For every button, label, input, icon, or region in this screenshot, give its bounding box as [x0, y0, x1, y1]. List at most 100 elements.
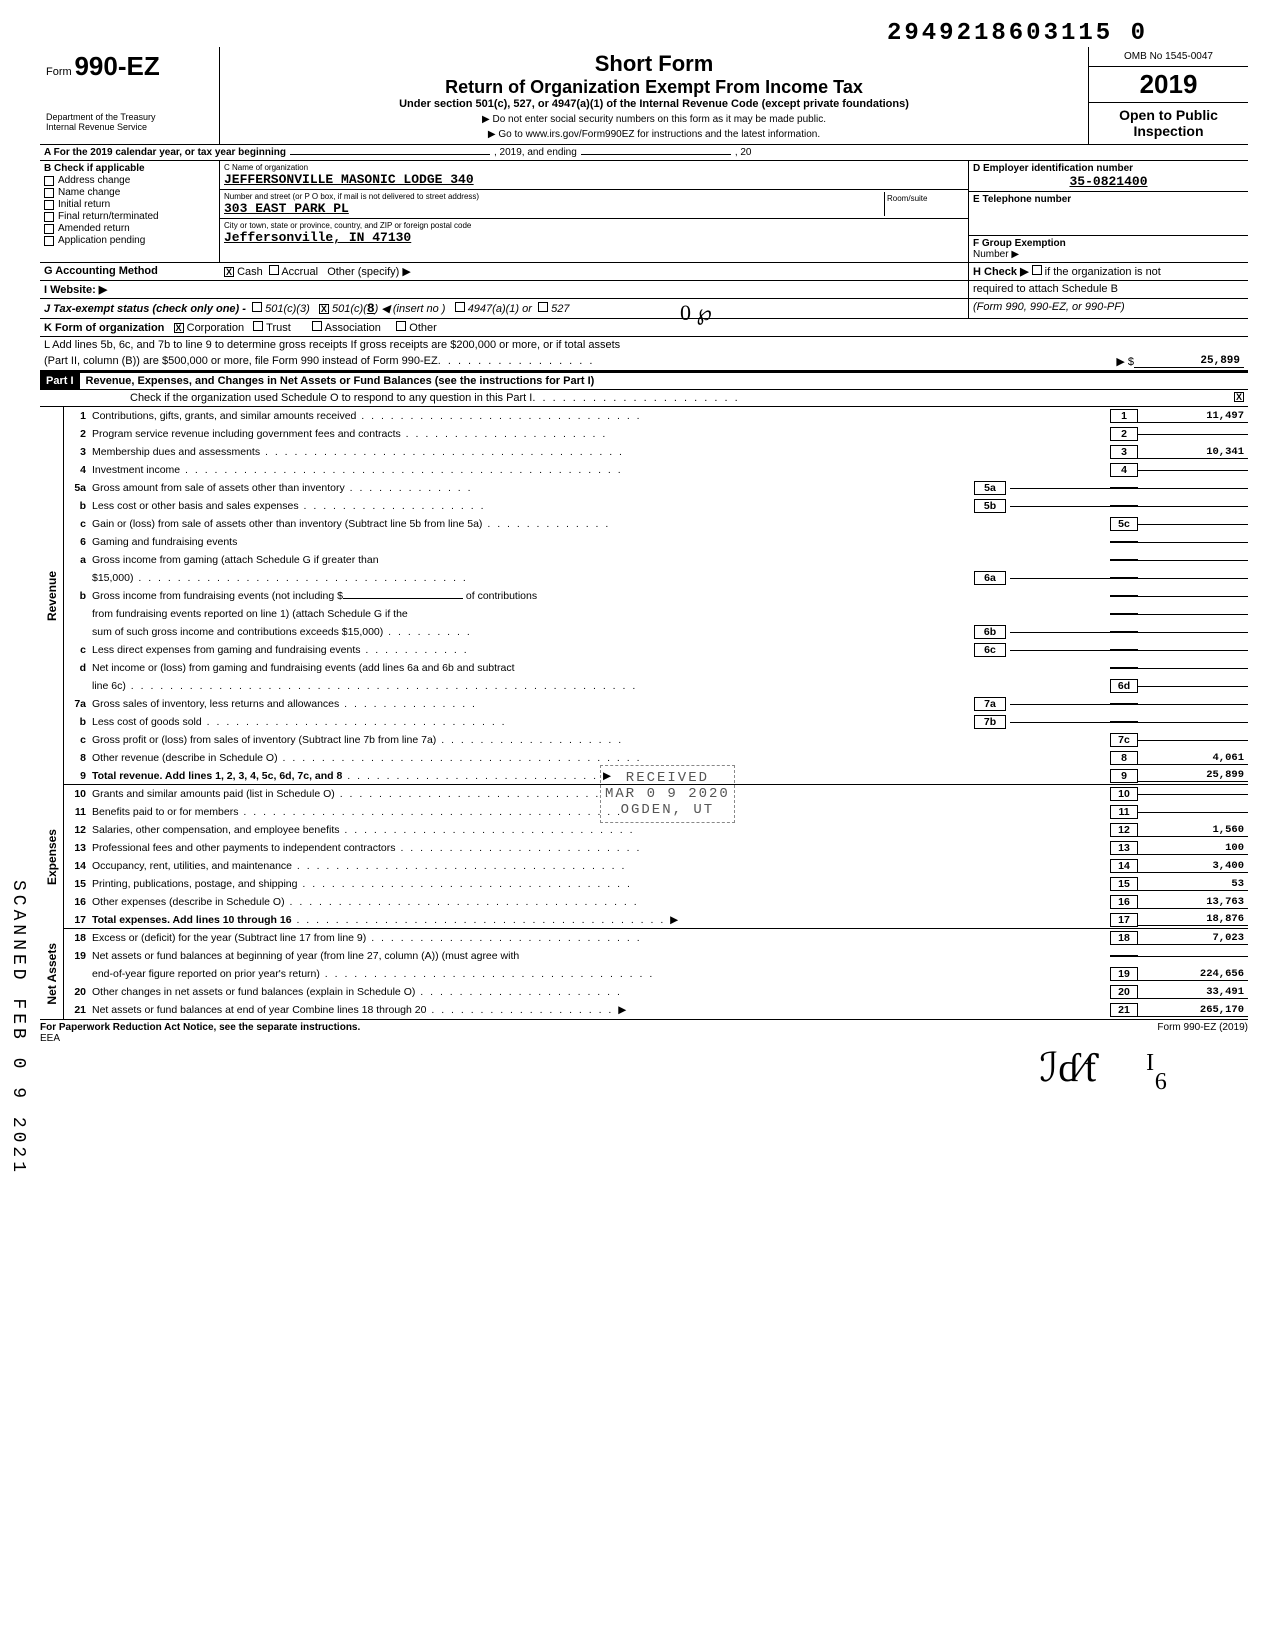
part1-label: Part I [40, 373, 80, 389]
line-14: 14 Occupancy, rent, utilities, and maint… [64, 857, 1248, 875]
h-text: if the organization is not [1045, 266, 1161, 278]
ln6c-mid [1010, 650, 1110, 651]
h-text2: required to attach Schedule B [973, 283, 1118, 295]
f-label2: Number ▶ [973, 249, 1019, 260]
ln7c-val [1138, 740, 1248, 741]
lbl-other-method: Other (specify) ▶ [327, 266, 411, 278]
ln6-num: 6 [64, 536, 92, 548]
ln1-box: 1 [1110, 409, 1138, 423]
cb-501c[interactable] [319, 304, 329, 314]
line-2: 2 Program service revenue including gove… [64, 425, 1248, 443]
ln17-num: 17 [64, 914, 92, 926]
c-num: 8 [367, 301, 375, 316]
ln21-val: 265,170 [1138, 1004, 1248, 1017]
footer-left: For Paperwork Reduction Act Notice, see … [40, 1022, 360, 1033]
cb-501c3[interactable] [252, 302, 262, 312]
ln6b1-valshade [1138, 596, 1248, 597]
ln13-box: 13 [1110, 841, 1138, 855]
ln4-text: Investment income . . . . . . . . . . . … [92, 464, 1110, 476]
ln6b3-text: sum of such gross income and contributio… [92, 626, 970, 638]
ln21-num: 21 [64, 1004, 92, 1016]
entity-block: B Check if applicable Address change Nam… [40, 161, 1248, 263]
l-val: 25,899 [1134, 355, 1244, 368]
cb-schedule-b[interactable] [1032, 265, 1042, 275]
line-19-2: end-of-year figure reported on prior yea… [64, 965, 1248, 983]
h-label: H Check ▶ [973, 266, 1029, 278]
cb-corporation[interactable] [174, 323, 184, 333]
ln19-num: 19 [64, 950, 92, 962]
ln6d1-shade [1110, 667, 1138, 669]
form-header: Form 990-EZ Department of the Treasury I… [40, 47, 1248, 145]
ln7b-valshade [1138, 722, 1248, 723]
cb-cash[interactable] [224, 267, 234, 277]
revenue-section: Revenue 1 Contributions, gifts, grants, … [40, 407, 1248, 785]
ln6-shade [1110, 541, 1138, 543]
row-k: K Form of organization Corporation Trust… [40, 319, 1248, 337]
cb-name-change[interactable] [44, 188, 54, 198]
ln8-text: Other revenue (describe in Schedule O) .… [92, 752, 1110, 764]
cb-schedule-o[interactable] [1234, 392, 1244, 402]
l-text1: L Add lines 5b, 6c, and 7b to line 9 to … [44, 339, 620, 351]
ln2-text: Program service revenue including govern… [92, 428, 1110, 440]
ln7b-text: Less cost of goods sold . . . . . . . . … [92, 716, 970, 728]
ln16-val: 13,763 [1138, 896, 1248, 909]
cb-other-org[interactable] [396, 321, 406, 331]
ln6b-box: 6b [974, 625, 1006, 639]
ln15-num: 15 [64, 878, 92, 890]
ln12-val: 1,560 [1138, 824, 1248, 837]
ln6d2-text: line 6c) . . . . . . . . . . . . . . . .… [92, 680, 1110, 692]
ln6b2-valshade [1138, 614, 1248, 615]
ln6a1-shade [1110, 559, 1138, 561]
cb-527[interactable] [538, 302, 548, 312]
lbl-insert: ) ◀ (insert no ) [375, 303, 446, 315]
line-19-1: 19 Net assets or fund balances at beginn… [64, 947, 1248, 965]
cb-assoc[interactable] [312, 321, 322, 331]
ln5a-valshade [1138, 488, 1248, 489]
ln13-text: Professional fees and other payments to … [92, 842, 1110, 854]
cb-final-return[interactable] [44, 212, 54, 222]
ln6d1-valshade [1138, 668, 1248, 669]
ln18-val: 7,023 [1138, 932, 1248, 945]
ln6b2-shade [1110, 613, 1138, 615]
ln5a-shade [1110, 487, 1138, 489]
ln6-valshade [1138, 542, 1248, 543]
expenses-side-label: Expenses [45, 829, 59, 885]
ln3-num: 3 [64, 446, 92, 458]
ln7b-num: b [64, 716, 92, 728]
cb-initial-return[interactable] [44, 200, 54, 210]
line-a-mid: , 2019, and ending [494, 147, 577, 158]
ln6c-valshade [1138, 650, 1248, 651]
cb-amended[interactable] [44, 224, 54, 234]
ln4-num: 4 [64, 464, 92, 476]
ln6c-box: 6c [974, 643, 1006, 657]
section-c: C Name of organization JEFFERSONVILLE MA… [220, 161, 968, 262]
ln9-box: 9 [1110, 769, 1138, 783]
cb-4947[interactable] [455, 302, 465, 312]
cb-app-pending[interactable] [44, 236, 54, 246]
line-7b: b Less cost of goods sold . . . . . . . … [64, 713, 1248, 731]
ln12-num: 12 [64, 824, 92, 836]
lbl-app-pending: Application pending [58, 235, 145, 246]
ln7a-mid [1010, 704, 1110, 705]
ln6a-num: a [64, 554, 92, 566]
goto-text: Go to www.irs.gov/Form990EZ for instruct… [498, 129, 820, 140]
revenue-label: Revenue [40, 407, 64, 785]
line-6b-2: from fundraising events reported on line… [64, 605, 1248, 623]
revenue-body: 1 Contributions, gifts, grants, and simi… [64, 407, 1248, 785]
line-5b: b Less cost or other basis and sales exp… [64, 497, 1248, 515]
ln5b-text: Less cost or other basis and sales expen… [92, 500, 970, 512]
ln5c-box: 5c [1110, 517, 1138, 531]
cb-accrual[interactable] [269, 265, 279, 275]
ln6d-num: d [64, 662, 92, 674]
cb-trust[interactable] [253, 321, 263, 331]
line-16: 16 Other expenses (describe in Schedule … [64, 893, 1248, 911]
cb-address-change[interactable] [44, 176, 54, 186]
lbl-other-org: Other [409, 322, 437, 334]
stamp-date: MAR 0 9 2020 [605, 786, 730, 802]
ln7c-box: 7c [1110, 733, 1138, 747]
public1: Open to Public [1119, 107, 1218, 123]
ln6c-shade [1110, 649, 1138, 651]
netassets-body: 18 Excess or (deficit) for the year (Sub… [64, 929, 1248, 1019]
ln7a-valshade [1138, 704, 1248, 705]
ln18-num: 18 [64, 932, 92, 944]
